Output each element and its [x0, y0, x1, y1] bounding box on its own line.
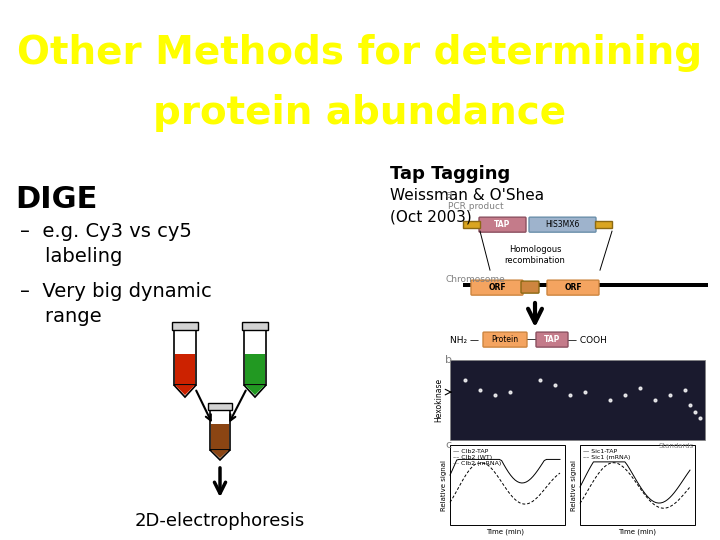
Text: 2D-electrophoresis: 2D-electrophoresis — [135, 512, 305, 530]
Text: — COOH: — COOH — [568, 335, 607, 345]
Text: –  e.g. Cy3 vs cy5
    labeling: – e.g. Cy3 vs cy5 labeling — [20, 222, 192, 266]
Text: c: c — [445, 440, 451, 450]
Bar — [174, 330, 196, 385]
Text: Relative signal: Relative signal — [571, 460, 577, 510]
Bar — [211, 424, 229, 449]
Text: Homologous
recombination: Homologous recombination — [505, 245, 565, 265]
Text: HIS3MX6: HIS3MX6 — [545, 220, 579, 229]
Bar — [175, 354, 195, 384]
FancyBboxPatch shape — [483, 332, 527, 347]
Polygon shape — [210, 450, 230, 460]
Text: Tap Tagging: Tap Tagging — [390, 165, 510, 183]
Text: TAP: TAP — [494, 220, 510, 229]
Text: a: a — [445, 190, 452, 200]
FancyBboxPatch shape — [529, 217, 596, 232]
FancyBboxPatch shape — [547, 280, 599, 295]
Text: PCR product: PCR product — [448, 202, 503, 211]
Bar — [244, 330, 266, 385]
Text: —: — — [527, 335, 536, 345]
Text: Time (min): Time (min) — [486, 528, 524, 535]
Bar — [242, 322, 268, 330]
FancyBboxPatch shape — [521, 281, 539, 293]
Text: DIGE: DIGE — [15, 185, 97, 214]
Text: Other Methods for determining: Other Methods for determining — [17, 34, 703, 72]
Text: Chromosome: Chromosome — [445, 275, 505, 284]
Text: ORF: ORF — [564, 283, 582, 292]
Bar — [208, 403, 232, 409]
Text: protein abundance: protein abundance — [153, 94, 567, 132]
Bar — [463, 221, 480, 228]
Text: TAP: TAP — [544, 335, 560, 344]
Polygon shape — [174, 385, 196, 397]
Text: Weissman & O'Shea
(Oct 2003): Weissman & O'Shea (Oct 2003) — [390, 188, 544, 224]
Bar — [245, 354, 265, 384]
Bar — [450, 445, 565, 525]
Bar — [463, 283, 708, 287]
FancyBboxPatch shape — [536, 332, 568, 347]
Text: Protein: Protein — [492, 335, 518, 344]
Text: Relative signal: Relative signal — [441, 460, 447, 510]
Text: — Sic1-TAP
–– Sic1 (mRNA): — Sic1-TAP –– Sic1 (mRNA) — [583, 449, 631, 460]
Polygon shape — [175, 385, 195, 395]
Text: –  Very big dynamic
    range: – Very big dynamic range — [20, 282, 212, 326]
Polygon shape — [245, 385, 265, 395]
FancyBboxPatch shape — [479, 217, 526, 232]
Text: Standards: Standards — [658, 443, 693, 449]
Text: Time (min): Time (min) — [618, 528, 656, 535]
Bar — [580, 445, 695, 525]
FancyBboxPatch shape — [471, 280, 523, 295]
Bar — [450, 360, 705, 440]
Bar — [172, 322, 198, 330]
Text: — Clb2-TAP
–– Clb2 (WT)
··· Clb2 (mRNA): — Clb2-TAP –– Clb2 (WT) ··· Clb2 (mRNA) — [453, 449, 501, 467]
Bar — [595, 221, 612, 228]
Text: ORF: ORF — [488, 283, 506, 292]
Text: b: b — [445, 355, 452, 365]
Polygon shape — [244, 385, 266, 397]
Text: NH₂ —: NH₂ — — [450, 335, 479, 345]
Polygon shape — [211, 450, 229, 458]
Bar — [210, 409, 230, 450]
Text: Hexokinase: Hexokinase — [434, 378, 443, 422]
